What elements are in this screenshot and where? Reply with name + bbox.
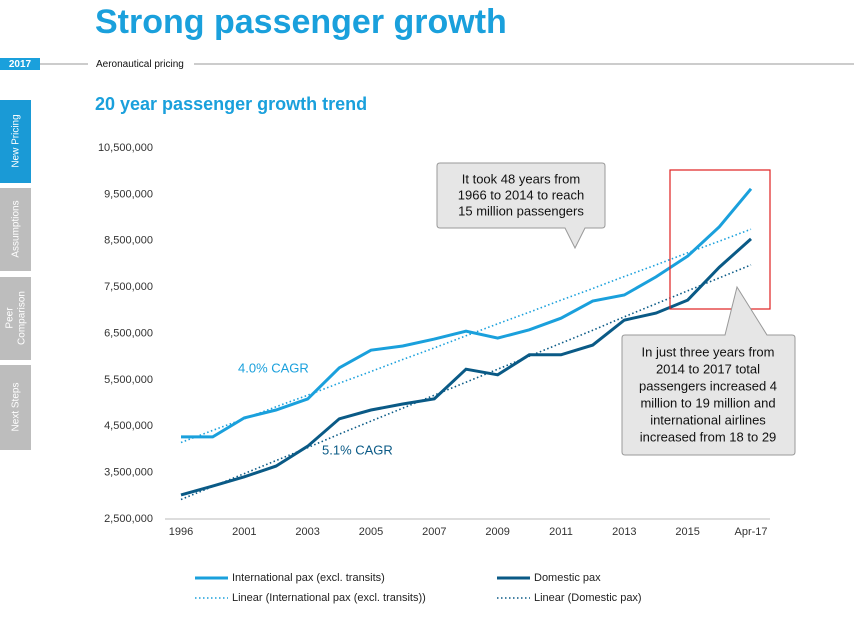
section: Aeronautical pricing	[96, 59, 184, 70]
tab[interactable]	[0, 188, 31, 271]
chart-title: 20 year passenger growth trend	[95, 94, 367, 114]
callout-text: 1966 to 2014 to reach	[458, 187, 585, 202]
callout-text: million to 19 million and	[640, 395, 775, 410]
trend-line	[180, 228, 752, 444]
x-tick-label: 2009	[485, 526, 509, 538]
callout-text: It took 48 years from	[462, 171, 581, 186]
legend-label: Domestic pax	[534, 572, 601, 584]
tab-label[interactable]: New Pricing	[11, 114, 22, 167]
tab[interactable]	[0, 100, 31, 183]
y-tick-label: 6,500,000	[104, 327, 153, 339]
tab-label[interactable]: Next Steps	[11, 383, 22, 432]
y-tick-label: 4,500,000	[104, 420, 153, 432]
y-tick-label: 3,500,000	[104, 467, 153, 479]
x-tick-label: 2011	[549, 526, 573, 538]
legend-label: Linear (Domestic pax)	[534, 592, 642, 604]
slide-title: Strong passenger growth	[95, 3, 507, 41]
callout-text: 2014 to 2017 total	[656, 361, 760, 376]
trend-line	[180, 264, 752, 501]
tab-label[interactable]: Comparison	[17, 291, 28, 345]
y-tick-label: 5,500,000	[104, 374, 153, 386]
x-tick-label: 2005	[359, 526, 383, 538]
annotation: 4.0% CAGR	[238, 360, 309, 375]
y-tick-label: 9,500,000	[104, 188, 153, 200]
series-line	[180, 237, 752, 497]
callout	[436, 162, 606, 250]
annotation: 5.1% CAGR	[322, 442, 393, 457]
x-tick-label: 2013	[612, 526, 636, 538]
x-tick-label: 2001	[232, 526, 256, 538]
tab-label[interactable]: Peer	[5, 307, 16, 329]
callout-text: passengers increased 4	[639, 378, 777, 393]
y-tick-label: 10,500,000	[98, 142, 153, 154]
series-line	[181, 187, 753, 439]
year-badge	[0, 58, 40, 70]
section-bg	[88, 57, 194, 71]
x-tick-label: 2003	[295, 526, 319, 538]
x-tick-label: 2015	[675, 526, 699, 538]
legend-label: International pax (excl. transits)	[232, 572, 385, 584]
y-tick-label: 7,500,000	[104, 281, 153, 293]
callout	[621, 285, 796, 456]
x-tick-label: Apr-17	[734, 526, 767, 538]
legend-label: Linear (International pax (excl. transit…	[232, 592, 426, 604]
tab[interactable]	[0, 365, 31, 450]
tab[interactable]	[0, 277, 31, 360]
year: 2017	[9, 59, 32, 70]
callout-text: international airlines	[650, 412, 766, 427]
x-tick-label: 2007	[422, 526, 446, 538]
callout-text: increased from 18 to 29	[640, 429, 777, 444]
callout-text: 15 million passengers	[458, 203, 584, 218]
x-tick-label: 1996	[169, 526, 193, 538]
y-tick-label: 2,500,000	[104, 513, 153, 525]
y-tick-label: 8,500,000	[104, 235, 153, 247]
tab-label[interactable]: Assumptions	[11, 200, 22, 257]
callout-text: In just three years from	[642, 344, 775, 359]
highlight-box	[669, 169, 771, 310]
